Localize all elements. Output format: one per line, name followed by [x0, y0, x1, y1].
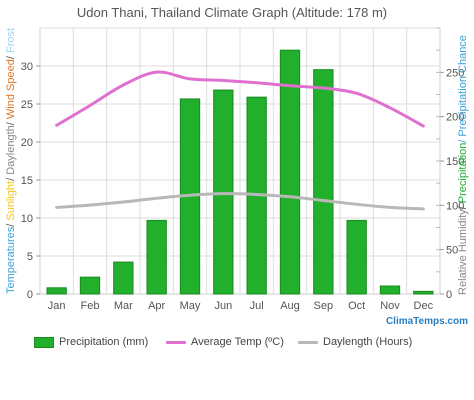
left-axis-tick-label: 10 [21, 213, 33, 225]
right-axis-tick-label: 200 [446, 112, 464, 124]
legend-label-daylength: Daylength (Hours) [323, 336, 413, 348]
x-axis-tick-label: Jan [48, 300, 66, 312]
precipitation-bar-feb [79, 276, 101, 295]
line-series [55, 70, 425, 211]
precipitation-bar-apr [146, 219, 167, 295]
precipitation-bar-nov [379, 285, 401, 295]
precipitation-bar-dec [413, 290, 434, 295]
precipitation-swatch [34, 336, 54, 348]
axis-label-part: Frost [5, 28, 17, 53]
axis-label-part: Sunlight [5, 181, 17, 221]
x-axis-tick-label: Apr [148, 300, 165, 312]
right-axis-tick-label: 150 [446, 156, 464, 168]
x-axis-tick-label: May [180, 300, 201, 312]
precipitation-bar-mar [113, 261, 134, 295]
average-temp-swatch [166, 340, 186, 344]
legend-item-daylength: Daylength (Hours) [298, 334, 412, 350]
legend-item-average-temp: Average Temp (ºC) [166, 334, 284, 350]
axis-label-part: Wind Speed [5, 59, 17, 119]
left-axis-tick-label: 30 [21, 61, 33, 73]
x-axis-tick-label: Dec [414, 300, 434, 312]
y-axis-label-left: Temperatures/ Sunlight/ Daylength/ Wind … [5, 28, 17, 294]
right-axis-tick-label: 250 [446, 67, 464, 79]
legend-label-precipitation: Precipitation (mm) [59, 336, 149, 348]
axes: 0 5 10 15 20 25 30 0 50 100 150 200 250 Jan Feb Mar Apr M… [21, 61, 465, 312]
axis-label-part: Temperatures [5, 226, 17, 294]
x-axis-tick-label: Mar [114, 300, 133, 312]
daylength-swatch [298, 340, 318, 344]
x-axis-tick-label: Feb [81, 300, 100, 312]
x-axis-tick-label: Oct [348, 300, 365, 312]
legend-item-precipitation: Precipitation (mm) [34, 334, 148, 350]
y-axis-label-right: Relative Humidity/ Precipitation/ Precip… [457, 35, 469, 295]
axis-label-part: / [5, 119, 17, 125]
axis-label-part: Relative Humidity [457, 209, 469, 295]
axis-label-part: / [5, 175, 17, 181]
left-axis-tick-label: 15 [21, 175, 33, 187]
axis-label-part: / [5, 53, 17, 59]
precipitation-bar-oct [346, 219, 367, 295]
axis-label-part: Precipitation [457, 143, 469, 204]
axis-label-part: Daylength [5, 125, 17, 175]
x-axis-tick-label: Sep [314, 300, 334, 312]
legend: Precipitation (mm) Average Temp (ºC) Day… [0, 334, 474, 354]
precipitation-bar-aug [279, 49, 301, 295]
x-axis-tick-label: Aug [280, 300, 300, 312]
legend-label-average-temp: Average Temp (ºC) [191, 336, 284, 348]
left-axis-tick-label: 25 [21, 99, 33, 111]
right-axis-tick-label: 50 [446, 245, 458, 257]
precipitation-bar-jun [213, 89, 234, 295]
x-axis-tick-label: Jun [214, 300, 232, 312]
site-credit: ClimaTemps.com [385, 316, 468, 327]
daylength-line [55, 192, 425, 211]
precipitation-bar-sep [313, 69, 334, 295]
right-axis-tick-label: 0 [446, 289, 452, 301]
chart-title: Udon Thani, Thailand Climate Graph (Alti… [77, 5, 387, 20]
left-axis-tick-label: 5 [27, 251, 33, 263]
x-axis-tick-label: Nov [380, 300, 400, 312]
grid [39, 27, 441, 295]
axis-label-part: / [457, 203, 469, 209]
right-axis-tick-label: 100 [446, 200, 464, 212]
left-axis-tick-label: 20 [21, 137, 33, 149]
precipitation-bar-jan [46, 287, 67, 295]
left-axis-tick-label: 0 [27, 289, 33, 301]
axis-label-part: / Precipitation Chance [457, 35, 469, 143]
average-temp-line [55, 70, 425, 128]
axis-label-part: / [5, 221, 17, 227]
x-axis-tick-label: Jul [250, 300, 264, 312]
